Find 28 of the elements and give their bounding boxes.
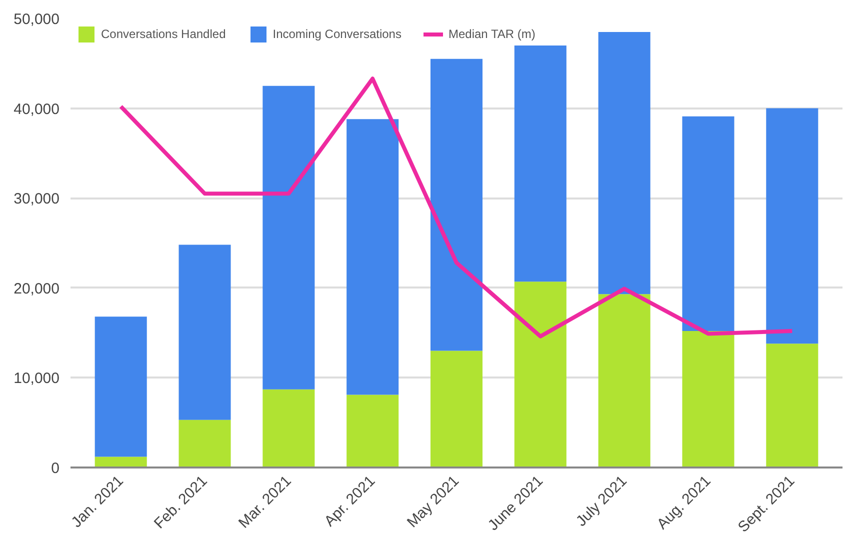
y-tick-label: 0 [51,460,60,477]
bar [430,58,483,351]
bar [514,282,566,468]
bar [262,86,315,390]
bar [682,116,734,332]
legend-label: Incoming Conversations [272,27,402,41]
bar [262,389,315,468]
bar [766,108,818,344]
bar [598,32,650,294]
bar [94,456,147,468]
bar [514,45,566,282]
y-tick-label: 20,000 [14,280,60,298]
bar [94,316,147,457]
legend-label: Median TAR (m) [448,27,536,41]
y-tick-label: 10,000 [14,370,60,388]
bar [346,394,399,468]
bar [598,294,650,468]
bar [346,119,399,395]
bar [682,331,734,468]
bar [766,344,818,468]
line-series [118,76,794,338]
y-tick-label: 30,000 [14,190,60,208]
bar [430,350,483,468]
y-tick-label: 40,000 [14,100,60,118]
bar [178,244,231,420]
bar [178,420,231,468]
legend-label: Conversations Handled [101,27,226,41]
y-tick-label: 50,000 [14,11,60,28]
